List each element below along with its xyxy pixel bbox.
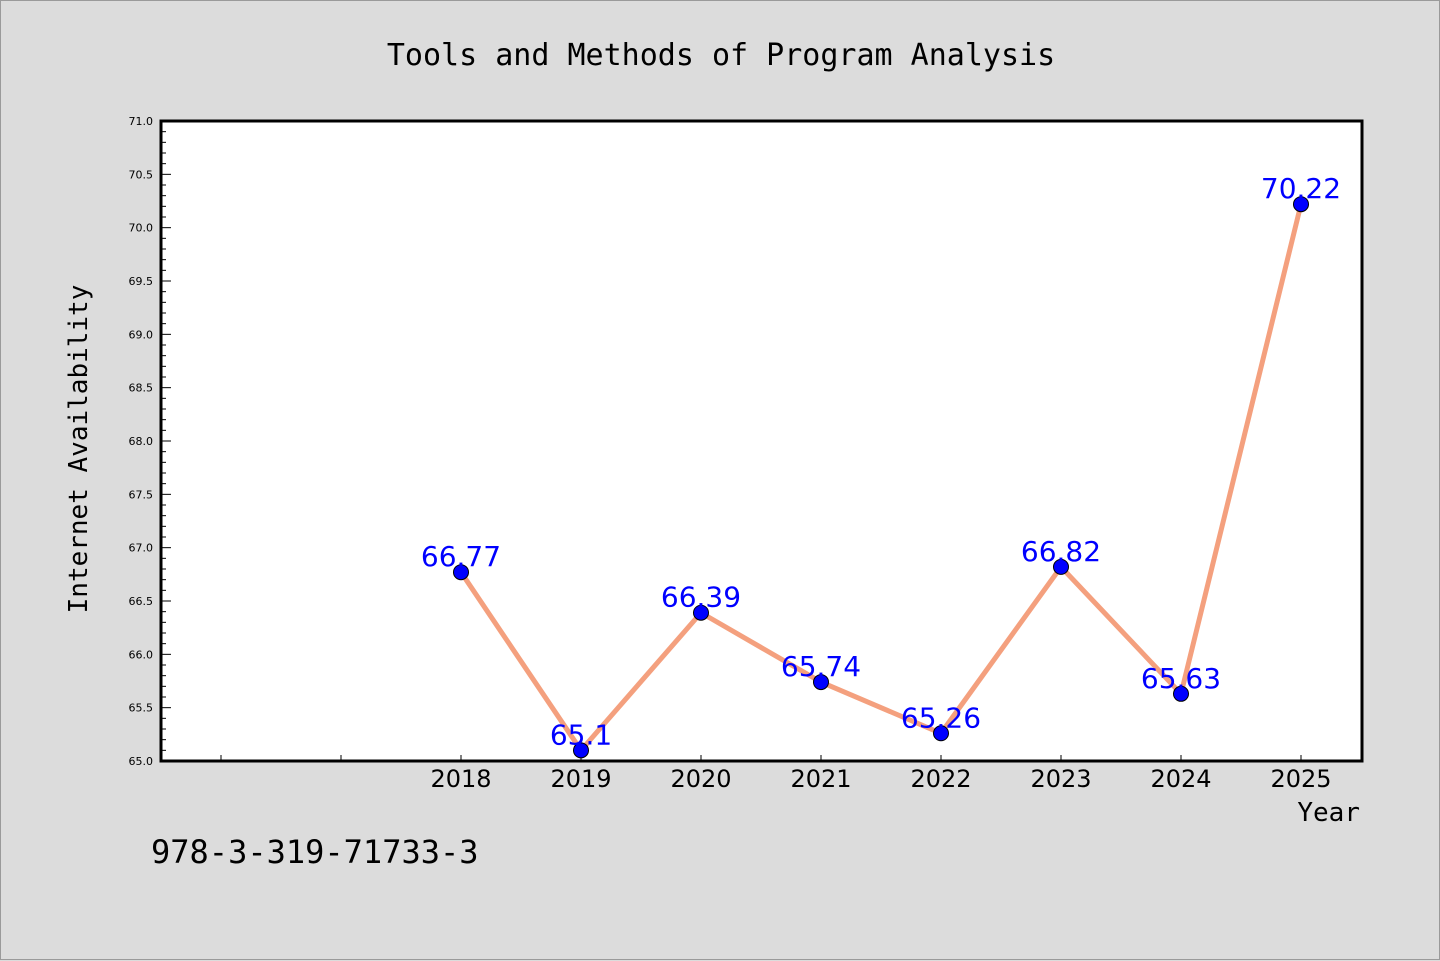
y-tick-label: 70.0 — [129, 222, 154, 235]
x-tick-label: 2025 — [1270, 765, 1331, 793]
data-point — [1293, 196, 1309, 213]
data-point — [1053, 558, 1069, 575]
x-tick-label: 2021 — [790, 765, 851, 793]
data-label: 65.74 — [781, 650, 861, 683]
data-label: 70.22 — [1261, 172, 1341, 205]
data-point — [933, 725, 949, 742]
data-point — [693, 604, 709, 621]
isbn-code: 978-3-319-71733-3 — [151, 833, 479, 871]
x-tick-label: 2020 — [670, 765, 731, 793]
data-label: 66.77 — [421, 540, 501, 573]
data-label: 66.82 — [1021, 535, 1101, 568]
y-tick-label: 66.0 — [129, 648, 154, 661]
x-tick-label: 2022 — [910, 765, 971, 793]
data-label: 65.1 — [550, 718, 612, 751]
x-tick-label: 2024 — [1150, 765, 1211, 793]
x-axis: 2018 2019 2020 2021 2022 2023 2024 2025 — [220, 755, 1332, 793]
y-tick-label: 68.0 — [129, 435, 154, 448]
y-tick-label: 65.0 — [129, 755, 154, 768]
series-markers — [453, 196, 1309, 759]
data-point — [1173, 685, 1189, 702]
y-tick-label: 68.5 — [129, 382, 154, 395]
chart-title: Tools and Methods of Program Analysis — [387, 38, 1055, 73]
y-tick-label: 71.0 — [129, 115, 154, 128]
data-label: 65.26 — [901, 701, 981, 734]
data-label: 65.63 — [1141, 662, 1221, 695]
y-tick-label: 67.0 — [129, 542, 154, 555]
x-tick-label: 2018 — [430, 765, 491, 793]
series-line — [458, 203, 1304, 753]
y-tick-label: 65.5 — [129, 702, 154, 715]
y-tick-label: 69.0 — [129, 328, 154, 341]
data-point — [813, 674, 829, 691]
x-tick-label: 2019 — [550, 765, 611, 793]
y-tick-label: 70.5 — [129, 168, 154, 181]
y-tick-label: 67.5 — [129, 488, 154, 501]
series-line-group — [458, 203, 1304, 753]
data-label: 66.39 — [661, 581, 741, 614]
plot-area — [159, 119, 1364, 763]
x-axis-label: Year — [1297, 798, 1360, 828]
data-point — [453, 564, 469, 581]
y-tick-label: 69.5 — [129, 275, 154, 288]
data-labels: 66.77 65.1 66.39 65.74 65.26 66.82 65.63 70.22 — [421, 172, 1341, 751]
y-axis-label: Internet Availability — [64, 285, 94, 614]
y-tick-label: 66.5 — [129, 595, 154, 608]
data-point — [573, 742, 589, 759]
y-axis: 65.0 65.5 66.0 66.5 67.0 67.5 68.0 68.5 69.0 69.5… — [129, 115, 171, 768]
x-tick-label: 2023 — [1030, 765, 1091, 793]
